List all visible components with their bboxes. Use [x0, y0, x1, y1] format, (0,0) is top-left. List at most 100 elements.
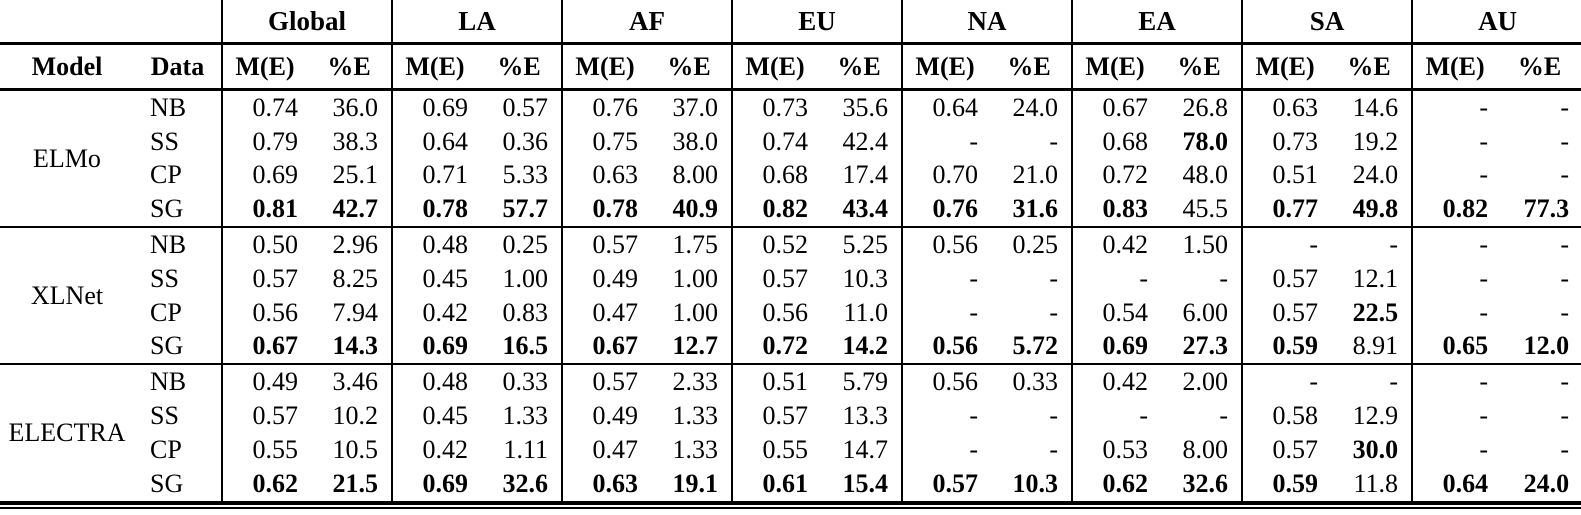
- region-header-ea: EA: [1071, 0, 1243, 45]
- value-cell: 19.1: [672, 468, 719, 498]
- value-cell: 0.56: [731, 295, 818, 330]
- value-cell: 0.53: [1071, 432, 1158, 467]
- value-cell: 12.1: [1352, 263, 1399, 293]
- value-cell: 0.76: [901, 192, 988, 228]
- value-cell: 3.46: [307, 363, 392, 400]
- percent-header-af: %E: [647, 43, 733, 91]
- value-cell: -: [1411, 399, 1498, 433]
- metric-header-au: M(E): [1411, 43, 1498, 91]
- value-cell: 0.47: [561, 295, 648, 330]
- value-cell: 0.69: [391, 466, 477, 503]
- value-cell: 0.83: [502, 297, 549, 327]
- metric-header-la: M(E): [391, 43, 477, 91]
- value-cell: 24.0: [1012, 92, 1059, 122]
- value-cell: 1.50: [1157, 226, 1243, 262]
- value-cell: 0.58: [1241, 399, 1328, 433]
- value-cell: -: [1049, 126, 1059, 156]
- row-xlnet-cp: CP 0.56 7.94 0.42 0.83 0.47 1.00 0.56 11.0- -0.54…: [0, 295, 1581, 330]
- data-cell: NB: [134, 363, 222, 400]
- value-cell: -: [1560, 401, 1570, 431]
- value-cell: -: [1560, 92, 1570, 122]
- value-cell: 13.3: [842, 401, 889, 431]
- value-cell: 1.00: [502, 263, 549, 293]
- value-cell: 0.51: [731, 363, 818, 400]
- value-cell: 8.00: [672, 160, 719, 190]
- value-cell: 11.0: [843, 297, 889, 327]
- data-cell: NB: [150, 92, 187, 122]
- value-cell: 0.47: [561, 432, 648, 467]
- data-cell: NB: [134, 226, 222, 262]
- value-cell: 35.6: [842, 92, 889, 122]
- model-cell-electra: ELECTRA: [0, 363, 134, 503]
- value-cell: -: [1411, 158, 1498, 193]
- percent-header-au: %E: [1497, 43, 1581, 91]
- value-cell: -: [1071, 261, 1158, 296]
- value-cell: 0.57: [561, 226, 648, 262]
- value-cell: 10.3: [1012, 468, 1059, 498]
- value-cell: 31.6: [1012, 194, 1059, 224]
- value-cell: 49.8: [1352, 194, 1399, 224]
- value-cell: 0.69: [391, 89, 477, 125]
- value-cell: 6.00: [1182, 297, 1229, 327]
- value-cell: 10.3: [842, 263, 889, 293]
- value-cell: 17.4: [842, 160, 889, 190]
- value-cell: 0.56: [221, 295, 307, 330]
- value-cell: 0.82: [1411, 192, 1498, 228]
- value-cell: -: [1219, 263, 1229, 293]
- value-cell: -: [1497, 226, 1581, 262]
- value-cell: -: [901, 399, 988, 433]
- value-cell: 16.5: [502, 331, 549, 361]
- metric-header-na: M(E): [901, 43, 988, 91]
- metric-header-af: M(E): [561, 43, 648, 91]
- value-cell: -: [901, 432, 988, 467]
- metric-header-sa: M(E): [1241, 43, 1328, 91]
- value-cell: 37.0: [672, 92, 719, 122]
- value-cell: -: [1560, 263, 1570, 293]
- value-cell: 15.4: [842, 468, 889, 498]
- value-cell: 26.8: [1182, 92, 1229, 122]
- value-cell: 8.00: [1182, 434, 1229, 464]
- value-cell: 0.56: [901, 329, 988, 365]
- value-cell: 0.64: [391, 124, 477, 159]
- value-cell: 24.0: [1523, 468, 1570, 498]
- percent-header-global: %E: [307, 43, 392, 91]
- value-cell: 5.72: [1012, 331, 1059, 361]
- data-column-header: Data: [134, 43, 222, 91]
- value-cell: 0.42: [1071, 363, 1158, 400]
- data-cell: CP: [150, 434, 182, 464]
- value-cell: 0.68: [731, 158, 818, 193]
- value-cell: 11.8: [1353, 468, 1399, 498]
- value-cell: -: [1411, 363, 1498, 400]
- value-cell: 0.36: [502, 126, 549, 156]
- value-cell: 0.57: [561, 363, 648, 400]
- value-cell: 38.0: [672, 126, 719, 156]
- value-cell: 0.45: [391, 261, 477, 296]
- value-cell: 45.5: [1182, 194, 1229, 224]
- row-elmo-nb: ELMo NB 0.74 36.0 0.69 0.57 0.76 37.0 0.73 35.6 0.…: [0, 89, 1581, 173]
- value-cell: 1.33: [672, 434, 719, 464]
- value-cell: 0.33: [987, 363, 1073, 400]
- value-cell: 0.69: [1071, 329, 1158, 365]
- value-cell: 12.0: [1523, 331, 1570, 361]
- value-cell: 0.72: [731, 329, 818, 365]
- value-cell: 40.9: [672, 194, 719, 224]
- value-cell: 22.5: [1352, 297, 1399, 327]
- value-cell: 0.51: [1241, 158, 1328, 193]
- value-cell: -: [1049, 434, 1059, 464]
- row-electra-nb: ELECTRA NB 0.49 3.46 0.48 0.33 0.57 2.33 0.51 5.7…: [0, 363, 1581, 503]
- value-cell: -: [1560, 297, 1570, 327]
- value-cell: -: [1327, 363, 1413, 400]
- percent-header-ea: %E: [1157, 43, 1243, 91]
- value-cell: -: [1049, 297, 1059, 327]
- value-cell: 0.73: [731, 89, 818, 125]
- value-cell: 38.3: [332, 126, 379, 156]
- metric-header-global: M(E): [221, 43, 307, 91]
- model-column-header: Model: [0, 43, 134, 91]
- region-header-af: AF: [561, 0, 733, 45]
- metric-header-eu: M(E): [731, 43, 818, 91]
- value-cell: 0.49: [561, 261, 648, 296]
- value-cell: 2.00: [1157, 363, 1243, 400]
- percent-header-na: %E: [987, 43, 1073, 91]
